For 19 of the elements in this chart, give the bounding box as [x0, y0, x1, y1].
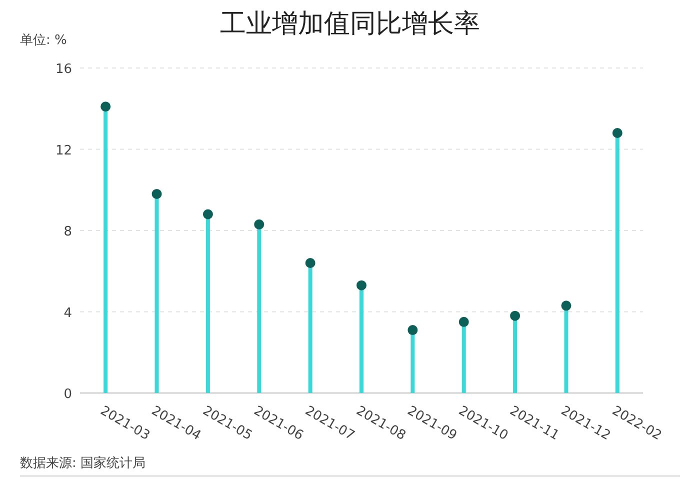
point	[510, 310, 520, 321]
point	[100, 102, 111, 112]
y-tick-label: 8	[64, 224, 72, 240]
point	[152, 188, 162, 199]
y-tick-label: 16	[55, 62, 72, 77]
point	[254, 219, 264, 230]
y-tick-label: 0	[64, 387, 72, 402]
chart-title: 工业增加值同比增长率	[220, 9, 480, 39]
point	[305, 258, 316, 268]
point	[202, 209, 213, 220]
point	[356, 280, 366, 290]
y-tick-label: 12	[55, 143, 72, 158]
source-note: 数据来源: 国家统计局	[20, 455, 146, 471]
y-tick-label: 4	[64, 306, 72, 321]
point	[408, 325, 418, 336]
y-axis-title: 单位: %	[20, 33, 67, 48]
point	[612, 128, 622, 138]
point	[458, 316, 469, 327]
point	[561, 300, 572, 311]
